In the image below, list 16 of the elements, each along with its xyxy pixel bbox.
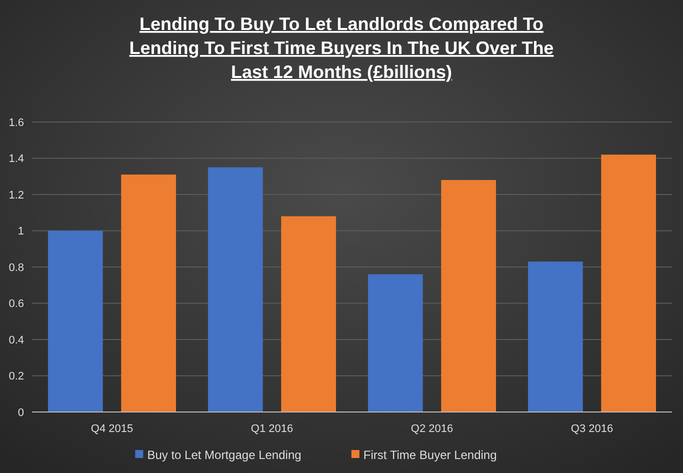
y-tick-label: 1: [18, 226, 24, 238]
y-tick-label: 0.2: [8, 370, 24, 383]
x-tick-label: Q3 2016: [570, 423, 614, 435]
chart-title: Lending To Buy To Let Landlords Compared To Lending To First Time Buyers In The UK Over The Last 12 Months (£billions): [129, 14, 554, 82]
y-tick-label: 0.6: [8, 298, 24, 310]
x-tick-label: Q2 2016: [410, 423, 454, 435]
y-tick-label: 1.6: [8, 116, 24, 129]
x-tick-label: Q1 2016: [250, 423, 294, 435]
y-tick-label: 0.8: [8, 262, 24, 274]
legend-label: Buy to Let Mortgage Lending: [147, 448, 302, 462]
y-tick-label: 1.4: [8, 153, 24, 166]
legend-label: First Time Buyer Lending: [363, 448, 497, 462]
y-tick-label: 1.2: [8, 189, 24, 202]
y-tick-label: 0.4: [8, 334, 24, 346]
y-tick-label: 0: [18, 406, 24, 419]
x-tick-label: Q4 2015: [90, 423, 134, 435]
